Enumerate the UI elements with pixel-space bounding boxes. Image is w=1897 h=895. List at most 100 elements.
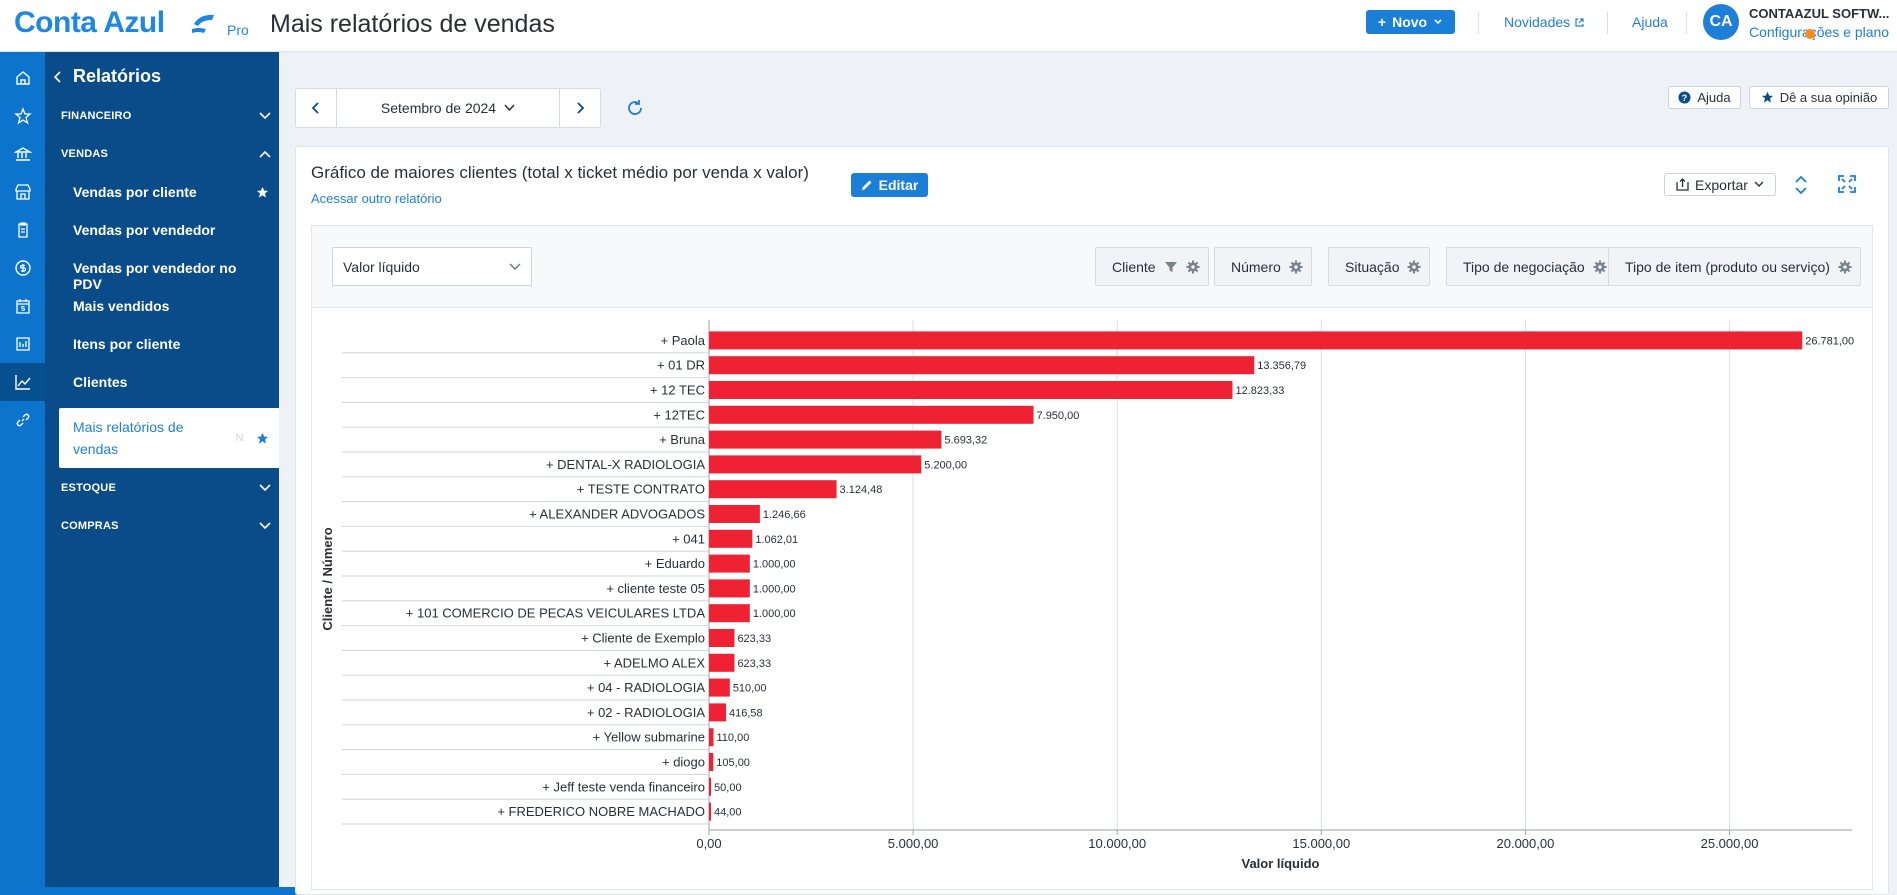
icon-rail: [0, 52, 45, 895]
sidebar-item-vendas-por-cliente[interactable]: Vendas por cliente: [73, 184, 269, 200]
section-label: COMPRAS: [61, 520, 119, 532]
data-label: 7.950,00: [1037, 410, 1080, 422]
expand-vertical-icon[interactable]: [1792, 175, 1810, 195]
star-filled-icon[interactable]: [256, 186, 269, 199]
section-vendas[interactable]: VENDAS: [61, 148, 271, 160]
bank-icon[interactable]: [0, 135, 45, 173]
help-button[interactable]: ? Ajuda: [1668, 86, 1741, 109]
category-label: + 04 - RADIOLOGIA: [587, 680, 705, 695]
data-label: 44,00: [714, 807, 742, 819]
bar: [709, 653, 735, 672]
sidebar-item-mais-relatorios[interactable]: Mais relatórios de vendas N: [59, 408, 279, 468]
data-label: 110,00: [716, 732, 749, 744]
gear-icon[interactable]: [1838, 260, 1852, 274]
data-label: 1.000,00: [753, 559, 796, 571]
x-tick-label: 25.000,00: [1701, 836, 1759, 851]
x-tick-label: 15.000,00: [1292, 836, 1350, 851]
sidebar-item-itens-por-cliente[interactable]: Itens por cliente: [73, 336, 269, 352]
data-label: 5.693,32: [944, 435, 987, 447]
header-divider: [1478, 12, 1479, 34]
gear-icon[interactable]: [1407, 260, 1421, 274]
sidebar-item-label: Mais vendidos: [73, 298, 170, 314]
category-label: + 041: [672, 531, 705, 546]
money-icon[interactable]: [0, 249, 45, 287]
gear-icon[interactable]: [1186, 260, 1200, 274]
category-label: + 12 TEC: [650, 383, 705, 398]
settings-link[interactable]: Configurações e plano: [1749, 24, 1890, 40]
next-period-button[interactable]: [560, 89, 600, 127]
bar: [709, 356, 1255, 375]
bar: [709, 604, 750, 623]
sidebar-item-label: Vendas por vendedor: [73, 222, 216, 238]
metric-select[interactable]: Valor líquido: [332, 247, 532, 286]
sidebar-item-label: Vendas por cliente: [73, 184, 197, 200]
calendar-money-icon[interactable]: [0, 287, 45, 325]
export-button[interactable]: Exportar: [1664, 173, 1776, 196]
star-filled-icon[interactable]: [256, 432, 269, 445]
section-financeiro[interactable]: FINANCEIRO: [61, 110, 271, 122]
sidebar-item-vendas-por-vendedor-pdv[interactable]: Vendas por vendedor no PDV: [73, 260, 269, 292]
back-to-reports[interactable]: Relatórios: [53, 66, 161, 87]
chevron-down-icon: [259, 522, 271, 530]
data-label: 1.062,01: [755, 534, 798, 546]
sidebar-item-label: Itens por cliente: [73, 336, 181, 352]
sidebar-item-mais-vendidos[interactable]: Mais vendidos: [73, 298, 269, 314]
other-report-link[interactable]: Acessar outro relatório: [311, 191, 442, 206]
bar: [709, 703, 727, 722]
data-label: 510,00: [733, 683, 767, 695]
section-compras[interactable]: COMPRAS: [61, 520, 271, 532]
period-select[interactable]: Setembro de 2024: [336, 89, 560, 127]
sidebar-footer: [45, 887, 324, 895]
bar: [709, 505, 760, 523]
news-link[interactable]: Novidades: [1504, 14, 1585, 30]
help-button-label: Ajuda: [1697, 90, 1731, 105]
receipt-icon[interactable]: [0, 325, 45, 363]
gear-icon[interactable]: [1289, 260, 1303, 274]
help-link[interactable]: Ajuda: [1632, 14, 1668, 30]
brand-logo[interactable]: Conta Azul: [14, 6, 165, 39]
question-icon: ?: [1678, 91, 1691, 104]
star-icon[interactable]: [0, 97, 45, 135]
new-button[interactable]: + Novo: [1366, 10, 1455, 34]
bar: [709, 381, 1233, 399]
plan-badge: Pro: [227, 22, 249, 38]
sidebar-title: Relatórios: [73, 66, 162, 86]
category-label: + Paola: [661, 333, 706, 348]
avatar[interactable]: CA: [1703, 4, 1739, 40]
link-icon[interactable]: [0, 401, 45, 439]
filter-pill-cliente[interactable]: Cliente: [1095, 247, 1209, 286]
category-label: + 101 COMERCIO DE PECAS VEICULARES LTDA: [406, 606, 706, 621]
store-icon[interactable]: [0, 173, 45, 211]
filter-pill-situacao[interactable]: Situação: [1328, 247, 1431, 286]
gear-icon[interactable]: [1593, 260, 1607, 274]
fullscreen-icon[interactable]: [1838, 175, 1856, 193]
edit-button[interactable]: Editar: [851, 173, 928, 197]
clipboard-icon[interactable]: [0, 211, 45, 249]
feedback-button[interactable]: Dê a sua opinião: [1749, 86, 1889, 109]
category-label: + cliente teste 05: [606, 581, 705, 596]
section-estoque[interactable]: ESTOQUE: [61, 482, 271, 494]
company-name[interactable]: CONTAAZUL SOFTW...: [1749, 6, 1890, 21]
category-label: + Cliente de Exemplo: [581, 631, 705, 646]
filter-pill-tipo-item[interactable]: Tipo de item (produto ou serviço): [1608, 247, 1861, 286]
sidebar-item-label: Mais relatórios de vendas: [73, 419, 184, 457]
filter-pill-label: Cliente: [1112, 258, 1156, 275]
sidebar-item-clientes[interactable]: Clientes: [73, 374, 269, 390]
filter-pill-tipo-negociacao[interactable]: Tipo de negociação: [1446, 247, 1616, 286]
filter-pill-numero[interactable]: Número: [1214, 247, 1312, 286]
report-panel: Gráfico de maiores clientes (total x tic…: [295, 146, 1889, 895]
category-label: + 01 DR: [657, 358, 705, 373]
section-label: ESTOQUE: [61, 482, 116, 494]
filter-icon[interactable]: [1164, 260, 1178, 274]
chevron-left-icon: [53, 70, 61, 83]
refresh-icon[interactable]: [625, 98, 645, 118]
category-label: + Yellow submarine: [593, 730, 705, 745]
chart-line-icon[interactable]: [0, 363, 45, 401]
new-badge: N: [235, 432, 244, 444]
home-icon[interactable]: [0, 59, 45, 97]
filter-pill-label: Situação: [1345, 258, 1400, 275]
previous-period-button[interactable]: [296, 89, 336, 127]
sidebar-item-vendas-por-vendedor[interactable]: Vendas por vendedor: [73, 222, 269, 238]
news-link-label: Novidades: [1504, 14, 1571, 30]
sidebar-item-label: Clientes: [73, 374, 128, 390]
